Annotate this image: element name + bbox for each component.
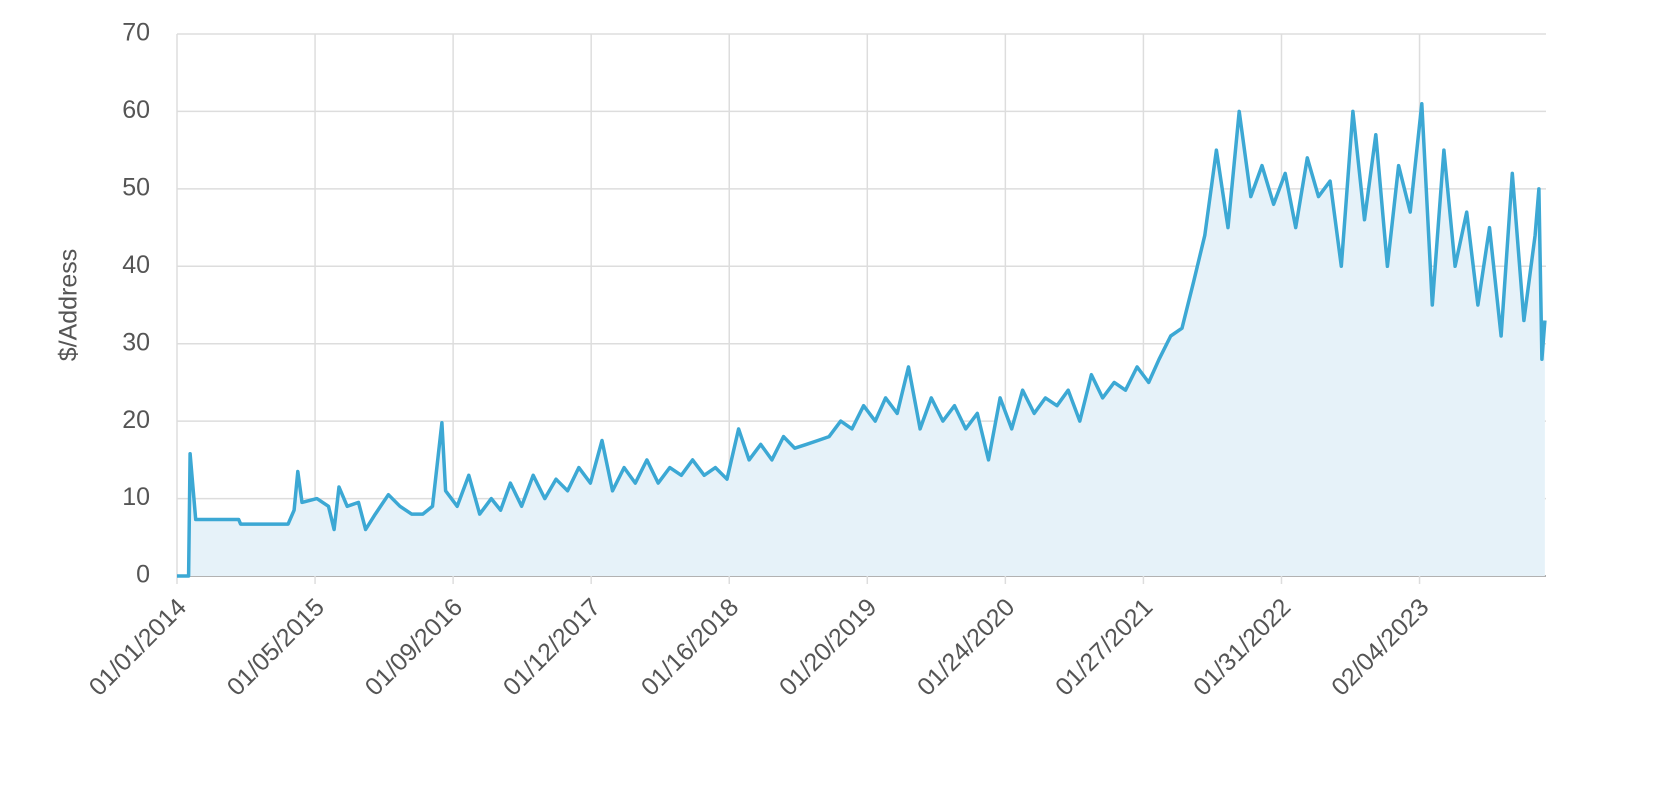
y-tick-label: 10 <box>122 483 150 511</box>
y-tick-label: 30 <box>122 328 150 356</box>
y-tick-label: 50 <box>122 173 150 201</box>
x-tick-label: 01/16/2018 <box>636 593 744 701</box>
x-tick-label: 01/31/2022 <box>1188 593 1296 701</box>
x-tick-label: 01/24/2020 <box>912 593 1020 701</box>
y-tick-label: 60 <box>122 96 150 124</box>
y-tick-label: 20 <box>122 406 150 434</box>
y-tick-label: 0 <box>136 561 150 589</box>
x-tick-label: 01/12/2017 <box>498 593 606 701</box>
x-tick-label: 01/09/2016 <box>360 593 468 701</box>
y-tick-label: 70 <box>122 19 150 47</box>
y-tick-label: 40 <box>122 251 150 279</box>
x-tick-label: 02/04/2023 <box>1326 593 1434 701</box>
x-tick-label: 01/20/2019 <box>774 593 882 701</box>
x-tick-label: 01/27/2021 <box>1050 593 1158 701</box>
line <box>177 101 1547 578</box>
area-fill <box>177 103 1545 576</box>
x-tick-label: 01/05/2015 <box>222 593 330 701</box>
x-tick-label: 01/01/2014 <box>84 593 192 701</box>
y-axis-label: $/Address <box>55 249 83 362</box>
